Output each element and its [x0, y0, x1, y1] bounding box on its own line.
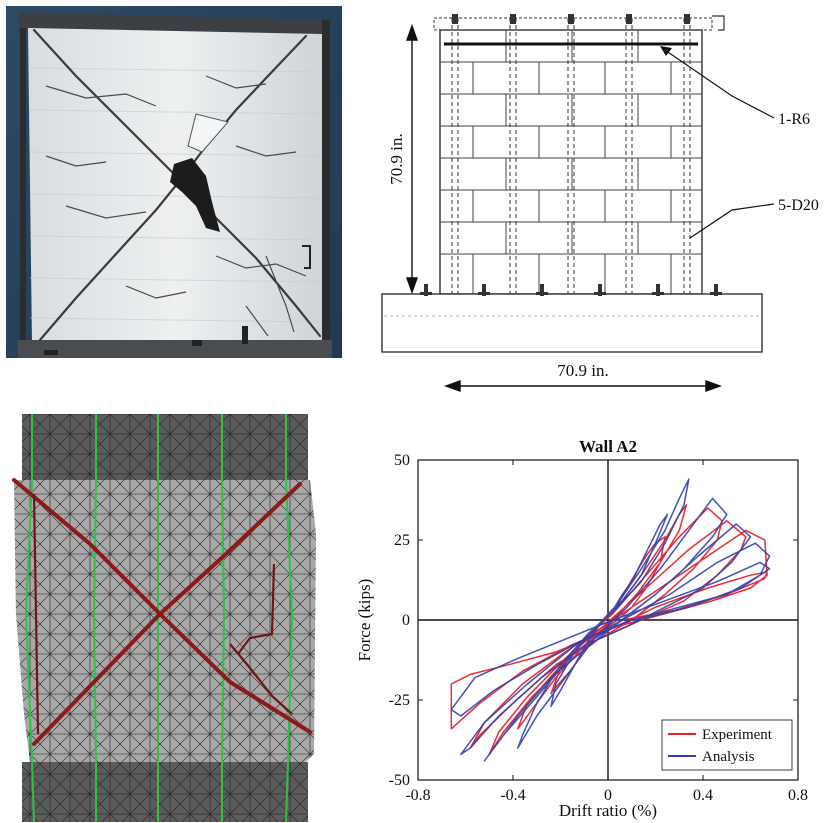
height-dimension-label: 70.9 in. [387, 133, 406, 184]
width-dimension-label: 70.9 in. [557, 361, 608, 380]
y-tick-label: 0 [402, 612, 410, 629]
height-dimension [406, 23, 418, 295]
legend-label-experiment: Experiment [702, 727, 773, 743]
series-line-analysis [450, 478, 771, 762]
width-dimension [443, 380, 723, 392]
finite-element-mesh [12, 414, 316, 822]
chart-title: Wall A2 [579, 437, 637, 456]
x-tick-label: 0 [604, 787, 612, 804]
legend: Experiment Analysis [661, 719, 793, 771]
hysteresis-chart: Wall A2 -0.8 -0.4 0 0.4 0.8 50 25 0 -25 -50 Drift… [355, 437, 808, 820]
x-tick-label: 0.4 [693, 787, 713, 804]
y-tick-label: -50 [389, 772, 410, 789]
y-tick-label: -25 [389, 692, 410, 709]
legend-label-analysis: Analysis [702, 749, 755, 765]
x-tick-label: -0.4 [500, 787, 525, 804]
crack-bands [12, 478, 312, 746]
y-tick-label: 50 [394, 452, 410, 469]
x-axis-label: Drift ratio (%) [559, 801, 657, 820]
callout-vertical-bars: 5-D20 [778, 197, 819, 214]
series-line-experiment [450, 504, 768, 756]
callout-horizontal-bar: 1-R6 [778, 111, 810, 128]
masonry-wall [439, 29, 703, 295]
footing [381, 293, 763, 353]
x-tick-label: -0.8 [405, 787, 430, 804]
wall-reinforcement-drawing: 70.9 in. 70.9 in. 1-R6 5-D20 [381, 14, 819, 392]
y-tick-label: 25 [394, 532, 410, 549]
y-axis-label: Force (kips) [355, 579, 374, 662]
x-tick-label: 0.8 [788, 787, 808, 804]
wall-specimen-photo [6, 6, 342, 358]
